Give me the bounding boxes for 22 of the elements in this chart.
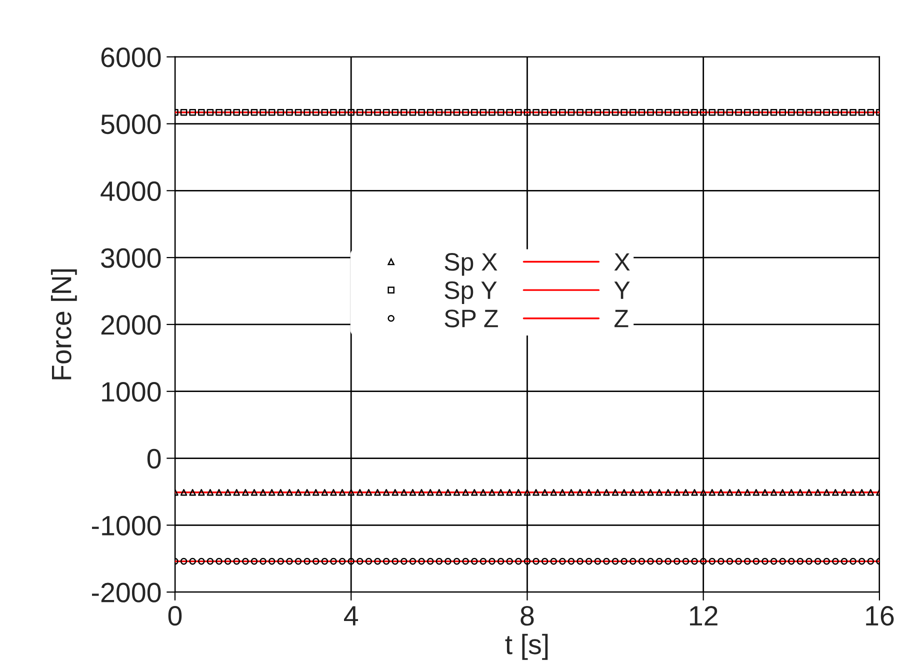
y-tick-label: -1000 bbox=[92, 516, 161, 536]
legend-label: X bbox=[614, 253, 630, 271]
x-tick-label: 0 bbox=[168, 606, 182, 626]
x-tick-label: 8 bbox=[520, 606, 534, 626]
y-tick-label: 0 bbox=[147, 448, 161, 469]
x-tick-label: 4 bbox=[344, 606, 358, 626]
legend-label: Sp Y bbox=[444, 281, 497, 304]
legend-label: SP Z bbox=[444, 310, 498, 328]
y-tick-label: 2000 bbox=[101, 315, 161, 335]
legend-label: Z bbox=[614, 310, 628, 328]
legend-label: Sp X bbox=[444, 253, 498, 276]
y-tick-label: 4000 bbox=[100, 181, 161, 202]
x-axis-title: t [s] bbox=[505, 634, 548, 660]
legend-label: Y bbox=[614, 282, 630, 299]
y-tick-label: 6000 bbox=[101, 48, 161, 68]
y-tick-label: -2000 bbox=[92, 582, 161, 602]
x-tick-label: 12 bbox=[690, 606, 718, 626]
y-tick-label: 1000 bbox=[102, 382, 161, 402]
y-axis-title: Force [N] bbox=[50, 269, 77, 380]
y-tick-label: 3000 bbox=[101, 248, 161, 268]
y-tick-label: 5000 bbox=[101, 114, 161, 134]
x-tick-label: 16 bbox=[866, 606, 894, 626]
